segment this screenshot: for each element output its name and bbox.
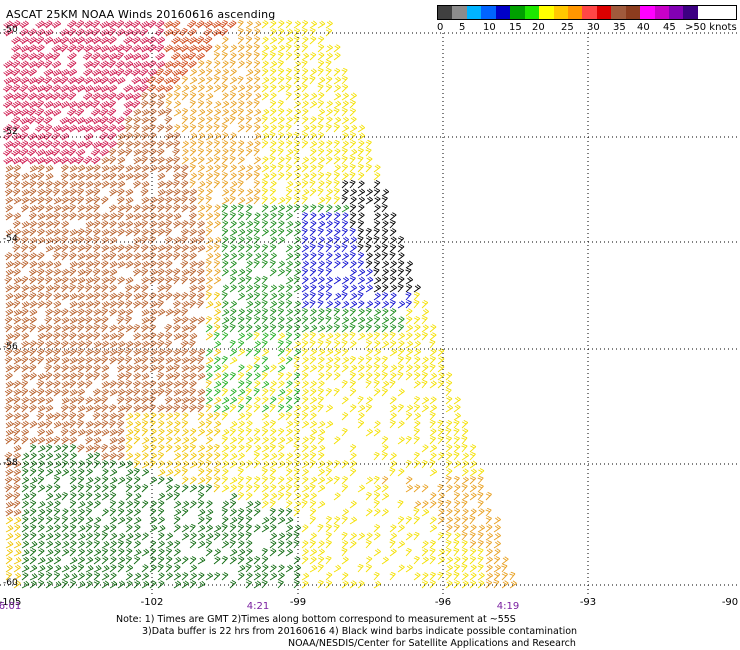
legend-swatch [567, 6, 583, 19]
lat-label-50: -50 [3, 25, 18, 35]
legend-swatch [438, 6, 453, 19]
lat-label-60: -60 [3, 578, 18, 588]
lon-label-102: -102 [140, 597, 164, 608]
lon-label-99: -99 [289, 597, 307, 608]
legend-swatch [611, 6, 626, 19]
legend-swatch [683, 6, 698, 19]
legend-swatch [640, 6, 655, 19]
lon-label-93: -93 [579, 597, 597, 608]
footnote-line-1: Note: 1) Times are GMT 2)Times along bot… [116, 614, 516, 625]
legend-label: 15 [509, 22, 522, 33]
wind-barbs-layer [2, 19, 517, 589]
legend-label: 20 [532, 22, 545, 33]
time-label-left: 6:01 [0, 601, 22, 612]
legend-swatch [481, 6, 496, 19]
lat-label-56: -56 [3, 342, 18, 352]
legend-label: 0 [437, 22, 444, 33]
legend-swatch [582, 6, 597, 19]
footnote-line-2: 3)Data buffer is 22 hrs from 20160616 4)… [142, 626, 578, 637]
lon-label-105: -105 [0, 597, 22, 608]
map-title: ASCAT 25KM NOAA Winds 20160616 ascending [6, 8, 276, 21]
legend-swatch [553, 6, 568, 19]
legend-label: 35 [613, 22, 626, 33]
legend-swatch [669, 6, 684, 19]
legend-label: 25 [561, 22, 574, 33]
lon-label-90: -90 [721, 597, 739, 608]
legend-label: 45 [663, 22, 676, 33]
legend-label: >50 knots [685, 22, 737, 33]
legend-swatch [654, 6, 669, 19]
legend-swatch [539, 6, 554, 19]
lat-lon-grid [0, 32, 740, 596]
legend-color-bar [437, 5, 737, 20]
legend-swatch [466, 6, 482, 19]
lat-label-54: -54 [3, 234, 18, 244]
legend-labels: 0 5 10 15 20 25 30 35 40 45 >50 knots [437, 22, 737, 36]
legend-swatch [452, 6, 467, 19]
lat-label-58: -58 [3, 458, 18, 468]
legend-label: 5 [459, 22, 466, 33]
legend-swatch [495, 6, 511, 19]
legend-swatch [625, 6, 641, 19]
time-label-center: 4:21 [246, 601, 270, 612]
legend-label: 30 [587, 22, 600, 33]
legend-swatch [524, 6, 540, 19]
legend-label: 40 [637, 22, 650, 33]
wind-speed-legend: 0 5 10 15 20 25 30 35 40 45 >50 knots [437, 5, 737, 36]
lon-label-96: -96 [434, 597, 452, 608]
lat-label-52: -52 [3, 127, 18, 137]
legend-swatch [596, 6, 612, 19]
legend-swatch [510, 6, 525, 19]
time-label-right: 4:19 [496, 601, 520, 612]
footnote-line-3: NOAA/NESDIS/Center for Satellite Applica… [288, 638, 576, 649]
legend-label: 10 [483, 22, 496, 33]
